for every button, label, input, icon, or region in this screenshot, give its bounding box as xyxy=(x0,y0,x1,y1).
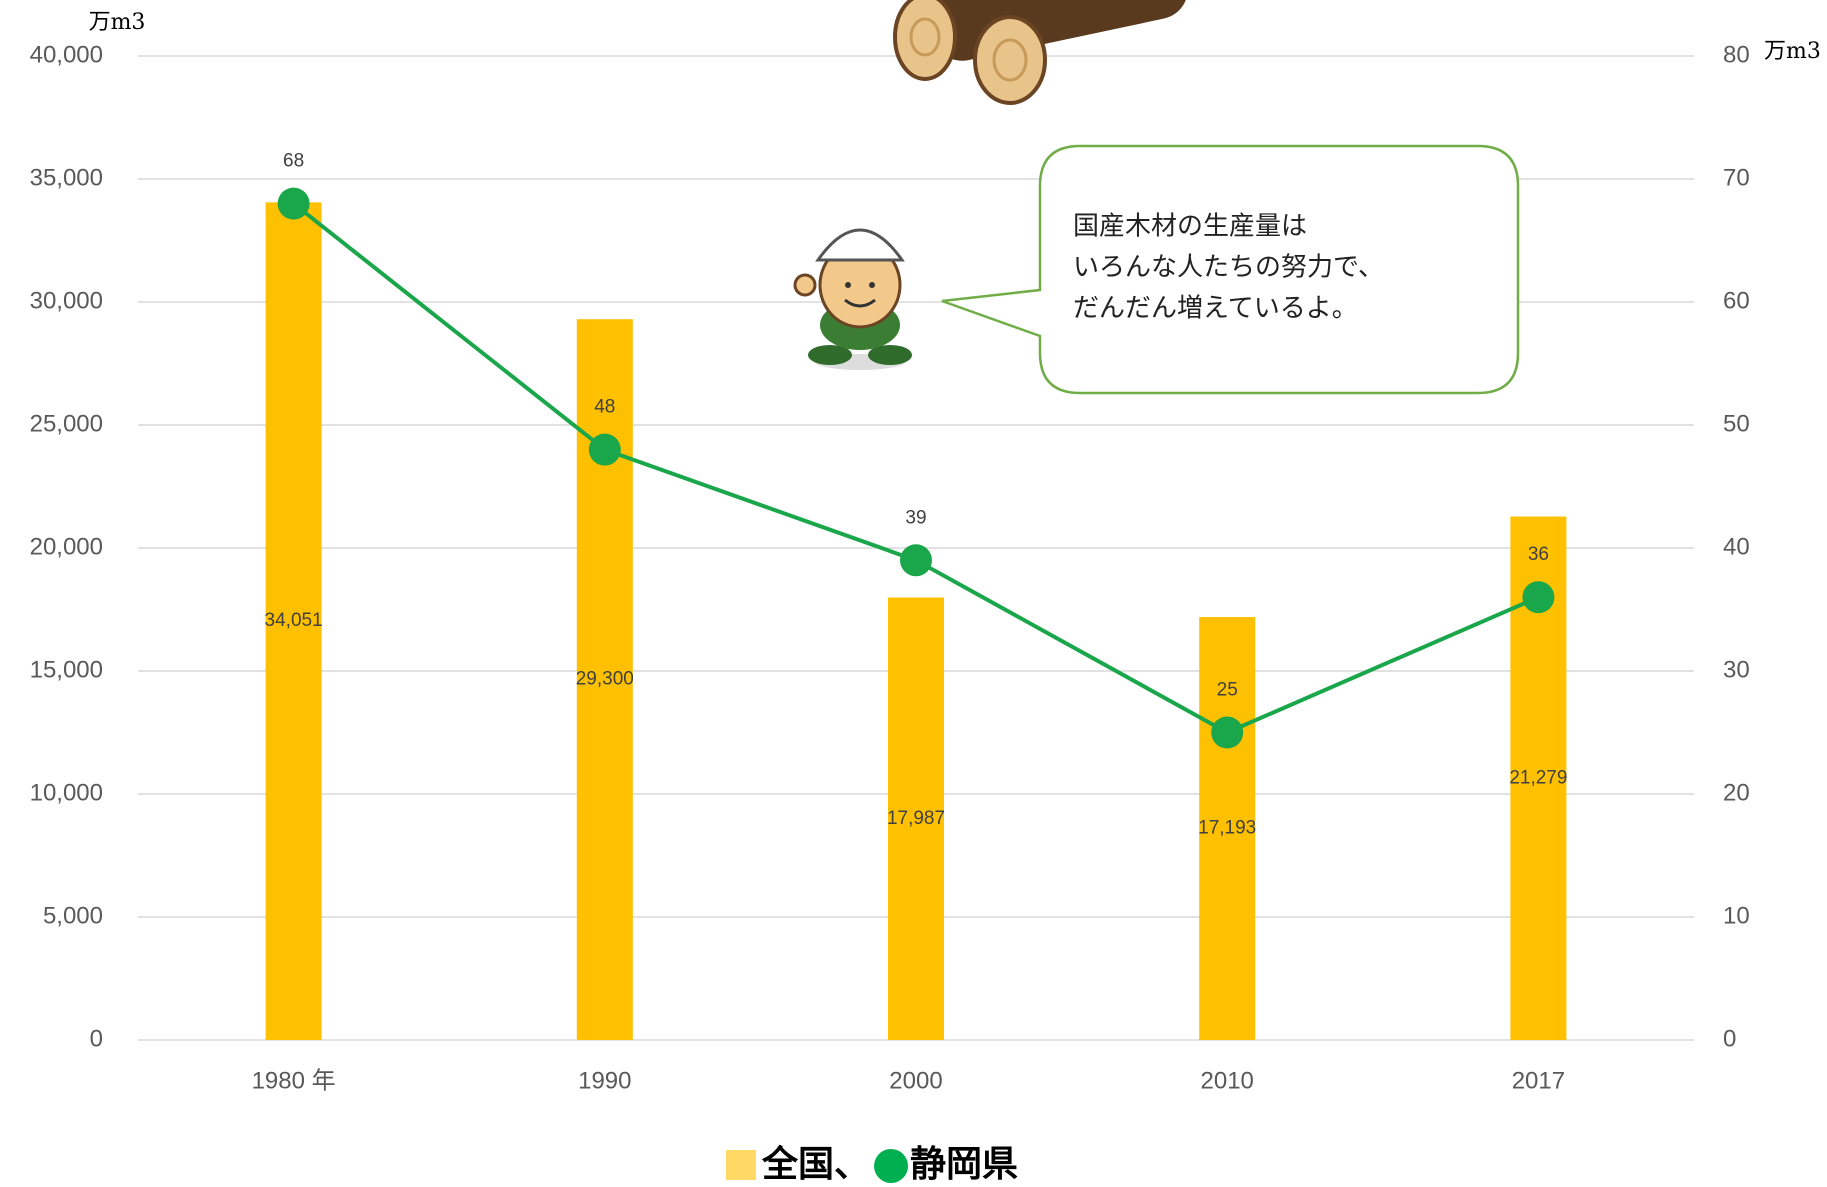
x-tick-label: 2000 xyxy=(889,1067,942,1094)
x-tick-label: 2017 xyxy=(1512,1067,1565,1094)
point-value-label: 25 xyxy=(1217,680,1238,701)
bar xyxy=(1199,617,1256,1040)
y2-tick-label: 20 xyxy=(1723,779,1750,806)
y2-axis-unit: 万m3 xyxy=(1764,39,1821,64)
y2-tick-label: 0 xyxy=(1723,1025,1736,1052)
y-tick-label: 15,000 xyxy=(30,656,103,683)
y-tick-label: 5,000 xyxy=(43,902,103,929)
annotation-line: だんだん増えているよ。 xyxy=(1073,294,1358,324)
point-value-label: 48 xyxy=(594,397,615,418)
legend-label: 全国 xyxy=(761,1143,834,1185)
character-illustration xyxy=(793,228,912,370)
legend-separator: 、 xyxy=(834,1144,870,1185)
x-tick-label: 1980 年 xyxy=(252,1067,336,1094)
y-tick-label: 0 xyxy=(90,1025,103,1052)
bar xyxy=(888,597,944,1040)
y-tick-label: 25,000 xyxy=(30,410,103,437)
y-tick-label: 30,000 xyxy=(30,287,103,314)
y2-tick-label: 60 xyxy=(1723,287,1750,314)
y-tick-label: 10,000 xyxy=(30,779,103,806)
legend-swatch xyxy=(726,1150,756,1180)
line-point xyxy=(1211,716,1244,749)
y-tick-label: 20,000 xyxy=(30,533,103,560)
point-value-label: 36 xyxy=(1528,544,1549,565)
line-point xyxy=(900,544,932,577)
logs-illustration xyxy=(893,0,1188,105)
bar-value-label: 34,051 xyxy=(265,610,323,631)
y2-tick-label: 70 xyxy=(1723,164,1750,191)
y2-tick-label: 80 xyxy=(1723,41,1750,68)
annotation-line: いろんな人たちの努力で、 xyxy=(1073,253,1384,283)
x-tick-label: 1990 xyxy=(578,1067,631,1094)
y2-tick-label: 50 xyxy=(1723,410,1750,437)
speech-bubble xyxy=(941,144,1520,395)
x-tick-label: 2010 xyxy=(1201,1067,1254,1094)
bar-value-label: 17,193 xyxy=(1198,818,1256,839)
line-point xyxy=(1522,581,1555,614)
y-tick-label: 35,000 xyxy=(30,164,103,191)
bar-value-label: 17,987 xyxy=(887,808,945,829)
y2-tick-label: 40 xyxy=(1723,533,1750,560)
line-point xyxy=(277,187,310,220)
annotation-line: 国産木材の生産量は xyxy=(1073,212,1307,242)
y2-tick-label: 30 xyxy=(1723,656,1750,683)
y-tick-label: 40,000 xyxy=(30,41,103,68)
legend-swatch xyxy=(874,1149,909,1183)
y2-tick-label: 10 xyxy=(1723,902,1750,929)
point-value-label: 68 xyxy=(283,151,304,172)
line-point xyxy=(588,433,621,466)
bar xyxy=(265,202,322,1040)
legend-label: 静岡県 xyxy=(910,1144,1018,1185)
point-value-label: 39 xyxy=(905,507,926,528)
bar-value-label: 21,279 xyxy=(1509,767,1567,788)
bar-value-label: 29,300 xyxy=(576,669,634,690)
y-axis-unit: 万m3 xyxy=(89,10,146,35)
